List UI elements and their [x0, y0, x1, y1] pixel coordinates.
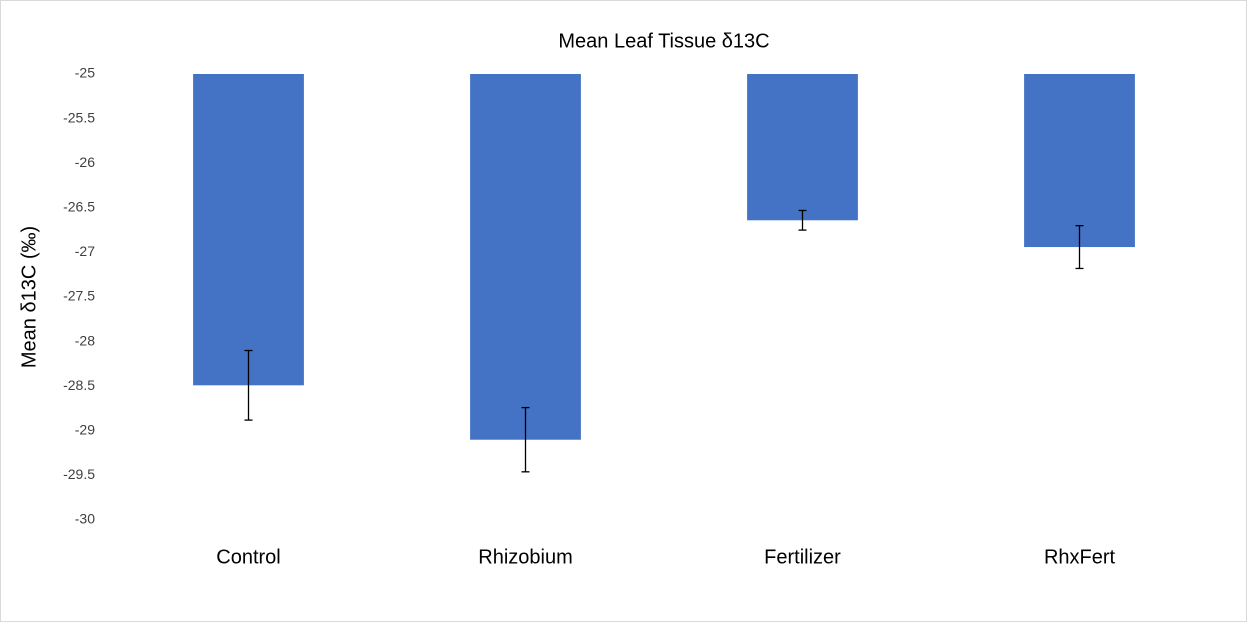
x-tick-label: Rhizobium	[478, 546, 572, 568]
y-tick-label: -26.5	[63, 199, 95, 215]
bar	[470, 74, 581, 440]
x-tick-label: Fertilizer	[764, 546, 841, 568]
y-tick-label: -30	[75, 511, 95, 527]
bar	[193, 74, 304, 386]
x-tick-label: Control	[216, 546, 280, 568]
y-tick-label: -28	[75, 332, 95, 348]
y-tick-label: -27	[75, 243, 95, 259]
y-axis-label: Mean δ13C (‰)	[18, 226, 40, 368]
y-tick-label: -28.5	[63, 377, 95, 393]
bar	[1024, 74, 1135, 248]
y-tick-label: -29	[75, 422, 95, 438]
y-tick-label: -26	[75, 154, 95, 170]
error-bar	[798, 209, 807, 231]
y-tick-label: -27.5	[63, 288, 95, 304]
y-tick-label: -25	[75, 65, 95, 81]
x-tick-label: RhxFert	[1044, 546, 1116, 568]
y-tick-label: -25.5	[63, 109, 95, 125]
chart-title: Mean Leaf Tissue δ13C	[558, 30, 769, 52]
error-bar	[1075, 224, 1084, 270]
bar	[747, 74, 858, 221]
error-bar	[521, 406, 530, 473]
error-bar	[244, 349, 253, 421]
y-tick-label: -29.5	[63, 466, 95, 482]
